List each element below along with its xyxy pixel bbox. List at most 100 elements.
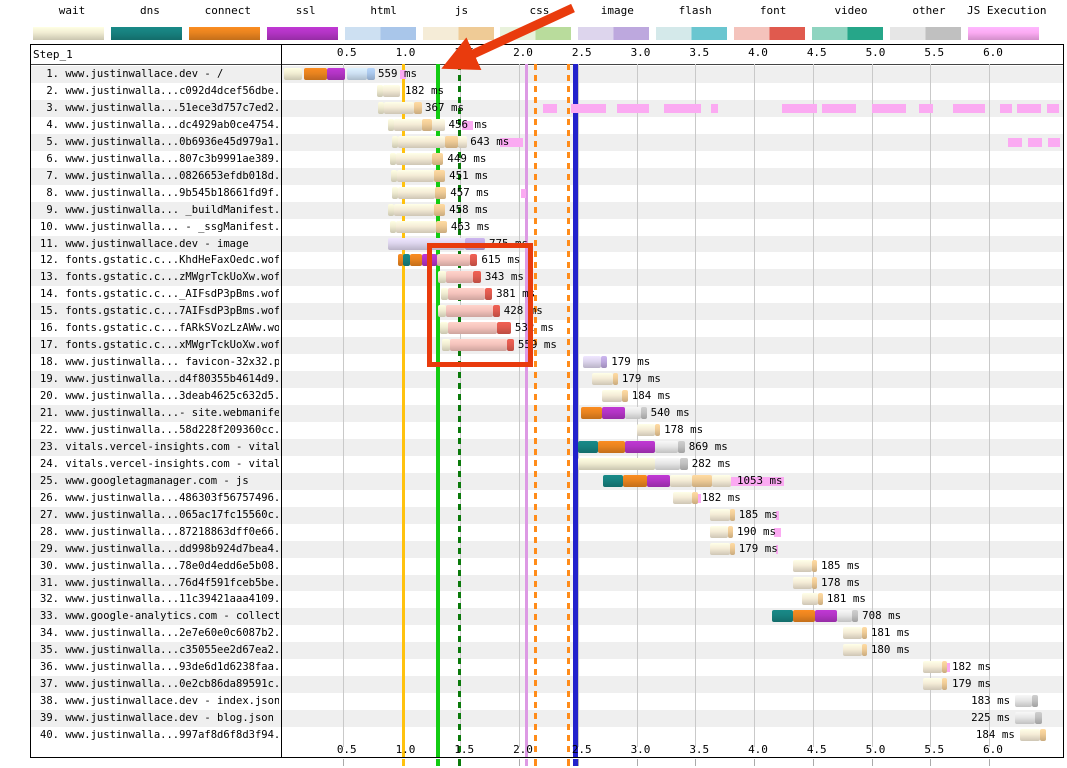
row-stripe (31, 405, 1063, 422)
request-row-label[interactable]: 36. www.justinwalla...93de6d1d6238faa.js (33, 659, 279, 676)
request-row-label[interactable]: 26. www.justinwalla...486303f56757496.js (33, 490, 279, 507)
axis-label-bottom: 3.0 (630, 743, 651, 756)
duration-label: 179 ms (951, 677, 991, 691)
request-row-label[interactable]: 31. www.justinwalla...76d4f591fceb5be.js (33, 575, 279, 592)
legend-label-dns: dns (139, 4, 160, 17)
request-row-label[interactable]: 34. www.justinwalla...2e7e60e0c6087b2.js (33, 625, 279, 642)
request-row-label[interactable]: 30. www.justinwalla...78e0d4edd6e5b08.js (33, 558, 279, 575)
request-number: 19. (40, 373, 59, 386)
request-number: 3. (46, 101, 59, 114)
request-row-label[interactable]: 35. www.justinwalla...c35055ee2d67ea2.js (33, 642, 279, 659)
row-stripe (31, 472, 1063, 490)
request-number: 6. (46, 152, 59, 165)
legend-swatch-image (578, 27, 650, 40)
request-row-label[interactable]: 8. www.justinwalla...9b545b18661fd9f.js (33, 185, 279, 202)
request-url: www.justinwalla...3deab4625c632d5.js (59, 390, 279, 403)
duration-label: 540 ms (650, 406, 690, 419)
request-url: www.justinwalla...486303f56757496.js (59, 491, 279, 504)
request-url: fonts.gstatic.c...KhdHeFaxOedc.woff2 (59, 254, 279, 267)
request-row-label[interactable]: 38. www.justinwallace.dev - index.json (33, 693, 279, 710)
bar-segment-other (1031, 695, 1038, 708)
bar-segment-js (393, 118, 423, 131)
legend-swatch-exec (967, 27, 1039, 40)
request-row-label[interactable]: 16. fonts.gstatic.c...fARkSVozLzAWw.woff (33, 320, 279, 337)
request-row-label[interactable]: 20. www.justinwalla...3deab4625c632d5.js (33, 388, 279, 405)
bar-segment-font (507, 339, 514, 352)
bar-segment-js (728, 525, 733, 538)
axis-label-top: 5.5 (924, 46, 945, 59)
request-row-label[interactable]: 1. www.justinwallace.dev - / (33, 66, 279, 83)
axis-tick-stub (812, 759, 814, 766)
legend-label-exec: JS Execution (967, 4, 1047, 17)
request-row-label[interactable]: 21. www.justinwalla...- site.webmanifest (33, 405, 279, 422)
request-row-label[interactable]: 40. www.justinwalla...997af8d6f8d3f94.js (33, 727, 279, 744)
request-row-label[interactable]: 23. vitals.vercel-insights.com - vitals (33, 439, 279, 456)
request-row-label[interactable]: 27. www.justinwalla...065ac17fc15560c.js (33, 507, 279, 524)
request-row-label[interactable]: 12. fonts.gstatic.c...KhdHeFaxOedc.woff2 (33, 252, 279, 269)
request-row-label[interactable]: 13. fonts.gstatic.c...zMWgrTckUoXw.woff2 (33, 269, 279, 286)
request-row-label[interactable]: 33. www.google-analytics.com - collect (33, 608, 279, 625)
request-row-label[interactable]: 19. www.justinwalla...d4f80355b4614d9.js (33, 371, 279, 388)
axis-label-bottom: 4.0 (748, 743, 768, 756)
request-row-label[interactable]: 24. vitals.vercel-insights.com - vitals (33, 456, 279, 473)
axis-label-top: 4.0 (748, 46, 768, 59)
request-row-label[interactable]: 14. fonts.gstatic.c..._AIFsdP3pBms.woff2 (33, 286, 279, 303)
duration-label: 343 ms (484, 270, 524, 284)
bar-segment-other (1034, 712, 1042, 725)
duration-label: 456 ms (448, 117, 488, 131)
request-row-label[interactable]: 37. www.justinwalla...0e2cb86da89591c.js (33, 676, 279, 693)
request-row-label[interactable]: 28. www.justinwalla...87218863dff0e66.js (33, 524, 279, 541)
blue-line (572, 64, 578, 757)
request-row-label[interactable]: 32. www.justinwalla...11c39421aaa4109.js (33, 591, 279, 608)
legend-label-ssl: ssl (295, 4, 316, 17)
request-row-label[interactable]: 5. www.justinwalla...0b6936e45d979a1.js (33, 134, 279, 151)
request-number: 14. (40, 288, 59, 301)
request-row-label[interactable]: 2. www.justinwalla...c092d4dcef56dbe.js (33, 83, 279, 100)
request-url: www.justinwalla...c092d4dcef56dbe.js (59, 84, 279, 97)
request-url: fonts.gstatic.c...zMWgrTckUoXw.woff2 (59, 271, 279, 284)
request-url: www.justinwalla...78e0d4edd6e5b08.js (59, 559, 279, 572)
bar-segment-js (862, 627, 867, 640)
bar-segment-connect (581, 407, 602, 419)
request-row-label[interactable]: 22. www.justinwalla...58d228f209360cc.js (33, 422, 279, 439)
request-row-label[interactable]: 11. www.justinwallace.dev - image (33, 236, 279, 253)
request-row-label[interactable]: 3. www.justinwalla...51ece3d757c7ed2.js (33, 100, 279, 117)
green-line-stub (435, 759, 440, 766)
bar-segment-wait (577, 457, 655, 470)
bar-segment-js (792, 576, 813, 589)
request-number: 20. (40, 390, 59, 403)
request-row-label[interactable]: 4. www.justinwalla...dc4929ab0ce4754.js (33, 117, 279, 134)
bar-segment-other (1014, 712, 1035, 725)
request-row-label[interactable]: 10. www.justinwalla... - _ssgManifest.js (33, 219, 279, 236)
bar-segment-font (493, 305, 501, 318)
request-url: fonts.gstatic.c...fARkSVozLzAWw.woff (59, 322, 279, 335)
bar-segment-wait (389, 152, 397, 165)
bar-segment-js (942, 661, 948, 674)
request-row-label[interactable]: 6. www.justinwalla...807c3b9991ae389.js (33, 151, 279, 168)
bar-segment-js (591, 373, 613, 386)
legend-swatch-other (889, 27, 961, 40)
js-execution-segment (500, 137, 523, 147)
request-row-label[interactable]: 29. www.justinwalla...dd998b924d7bea4.js (33, 541, 279, 558)
request-row-label[interactable]: 9. www.justinwalla... _buildManifest.js (33, 202, 279, 219)
request-row-label[interactable]: 18. www.justinwalla... favicon-32x32.png (33, 354, 279, 371)
request-row-label[interactable]: 7. www.justinwalla...0826653efdb018d.js (33, 168, 279, 185)
legend-swatch-dns (110, 27, 182, 40)
row-stripe (31, 540, 1063, 558)
bar-segment-js (691, 474, 713, 487)
js-execution-segment (822, 103, 857, 113)
legend-swatch-flash (656, 27, 728, 40)
bar-segment-dns (603, 474, 623, 487)
request-row-label[interactable]: 17. fonts.gstatic.c...xMWgrTckUoXw.woff2 (33, 337, 279, 354)
request-row-label[interactable]: 15. fonts.gstatic.c...7AIFsdP3pBms.woff2 (33, 303, 279, 320)
js-execution-segment (773, 527, 782, 537)
red-highlight-box (427, 243, 533, 367)
bar-segment-js (383, 101, 414, 114)
axis-tick-stub (754, 759, 755, 766)
js-execution-segment (952, 103, 986, 113)
request-row-label[interactable]: 39. www.justinwallace.dev - blog.json (33, 710, 279, 727)
duration-label: 559 ms (378, 67, 418, 80)
request-row-label[interactable]: 25. www.googletagmanager.com - js (33, 473, 279, 490)
bar-segment-image (601, 356, 608, 369)
duration-label: 184 ms (631, 389, 671, 403)
